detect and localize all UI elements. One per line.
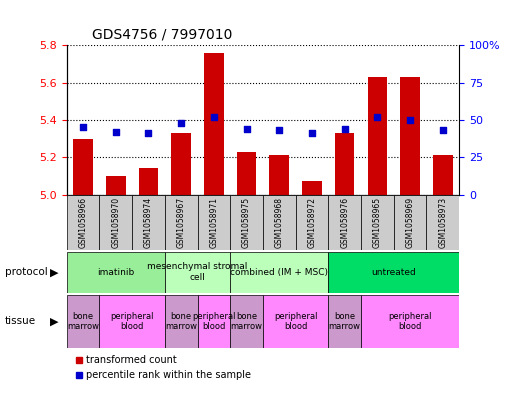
Point bbox=[112, 129, 120, 135]
Bar bbox=[165, 252, 230, 293]
Point bbox=[210, 114, 218, 120]
Point bbox=[439, 127, 447, 134]
Bar bbox=[361, 295, 459, 348]
Point bbox=[79, 124, 87, 130]
Point bbox=[177, 120, 185, 126]
Bar bbox=[230, 195, 263, 250]
Text: ▶: ▶ bbox=[50, 316, 58, 326]
Text: peripheral
blood: peripheral blood bbox=[388, 312, 432, 331]
Bar bbox=[73, 138, 93, 195]
Text: combined (IM + MSC): combined (IM + MSC) bbox=[230, 268, 328, 277]
Bar bbox=[335, 133, 354, 195]
Bar bbox=[328, 295, 361, 348]
Text: bone
marrow: bone marrow bbox=[329, 312, 361, 331]
Point bbox=[406, 117, 414, 123]
Bar bbox=[263, 195, 295, 250]
Bar bbox=[302, 182, 322, 195]
Point bbox=[275, 127, 283, 134]
Text: peripheral
blood: peripheral blood bbox=[192, 312, 235, 331]
Text: peripheral
blood: peripheral blood bbox=[274, 312, 318, 331]
Bar bbox=[100, 195, 132, 250]
Text: GSM1058975: GSM1058975 bbox=[242, 196, 251, 248]
Bar bbox=[165, 195, 198, 250]
Bar bbox=[139, 168, 158, 195]
Text: GSM1058967: GSM1058967 bbox=[176, 196, 186, 248]
Point bbox=[243, 126, 251, 132]
Bar bbox=[171, 133, 191, 195]
Bar bbox=[67, 252, 165, 293]
Text: imatinib: imatinib bbox=[97, 268, 134, 277]
Bar bbox=[100, 295, 165, 348]
Bar bbox=[328, 195, 361, 250]
Text: GSM1058968: GSM1058968 bbox=[275, 196, 284, 248]
Bar bbox=[400, 77, 420, 195]
Point bbox=[341, 126, 349, 132]
Bar bbox=[132, 195, 165, 250]
Text: GSM1058966: GSM1058966 bbox=[78, 196, 88, 248]
Text: GSM1058972: GSM1058972 bbox=[307, 196, 317, 248]
Bar bbox=[230, 295, 263, 348]
Legend: transformed count, percentile rank within the sample: transformed count, percentile rank withi… bbox=[71, 352, 255, 384]
Bar bbox=[433, 155, 452, 195]
Text: mesenchymal stromal
cell: mesenchymal stromal cell bbox=[147, 263, 248, 282]
Text: tissue: tissue bbox=[5, 316, 36, 326]
Bar bbox=[67, 195, 100, 250]
Text: bone
marrow: bone marrow bbox=[67, 312, 99, 331]
Bar bbox=[328, 252, 459, 293]
Text: peripheral
blood: peripheral blood bbox=[110, 312, 154, 331]
Text: GSM1058969: GSM1058969 bbox=[406, 196, 415, 248]
Text: untreated: untreated bbox=[371, 268, 416, 277]
Bar bbox=[230, 252, 328, 293]
Bar bbox=[394, 195, 426, 250]
Bar bbox=[426, 195, 459, 250]
Point bbox=[144, 130, 152, 136]
Point bbox=[308, 130, 316, 136]
Bar bbox=[295, 195, 328, 250]
Bar bbox=[367, 77, 387, 195]
Point bbox=[373, 114, 382, 120]
Text: GSM1058970: GSM1058970 bbox=[111, 196, 120, 248]
Bar bbox=[204, 53, 224, 195]
Text: protocol: protocol bbox=[5, 267, 48, 277]
Text: GSM1058965: GSM1058965 bbox=[373, 196, 382, 248]
Text: GDS4756 / 7997010: GDS4756 / 7997010 bbox=[92, 27, 233, 41]
Bar bbox=[263, 295, 328, 348]
Text: bone
marrow: bone marrow bbox=[165, 312, 197, 331]
Bar bbox=[236, 152, 256, 195]
Text: GSM1058974: GSM1058974 bbox=[144, 196, 153, 248]
Text: ▶: ▶ bbox=[50, 267, 58, 277]
Bar bbox=[361, 195, 394, 250]
Text: GSM1058973: GSM1058973 bbox=[438, 196, 447, 248]
Text: bone
marrow: bone marrow bbox=[230, 312, 263, 331]
Bar bbox=[67, 295, 100, 348]
Bar bbox=[269, 155, 289, 195]
Text: GSM1058976: GSM1058976 bbox=[340, 196, 349, 248]
Text: GSM1058971: GSM1058971 bbox=[209, 196, 219, 248]
Bar bbox=[198, 295, 230, 348]
Bar bbox=[106, 176, 126, 195]
Bar bbox=[198, 195, 230, 250]
Bar bbox=[165, 295, 198, 348]
